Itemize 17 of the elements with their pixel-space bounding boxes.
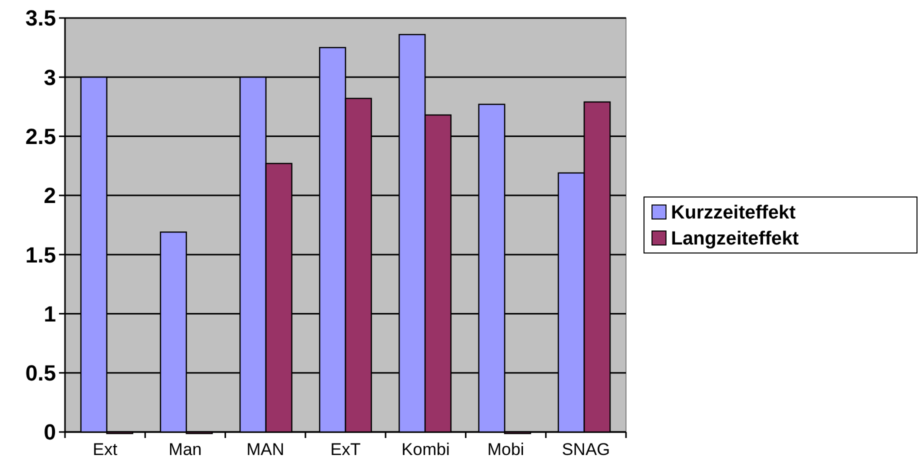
x-tick-label: Ext [92,440,118,459]
x-tick-label: Man [168,440,202,459]
y-tick-label: 3 [44,64,56,90]
x-tick-label: ExT [330,440,361,459]
y-tick-label: 0.5 [25,360,56,386]
y-tick-label: 2 [44,183,56,208]
legend-label: Langzeiteffekt [671,228,800,250]
x-tick-label: Mobi [487,440,524,459]
legend-label: Kurzzeiteffekt [671,202,796,224]
y-tick-label: 1 [44,301,56,326]
y-tick-label: 0 [44,420,56,445]
y-tick-label: 1.5 [25,242,56,268]
y-tick-label: 3.5 [25,6,56,31]
x-tick-label: SNAG [562,440,610,459]
y-tick-label: 2.5 [25,124,56,149]
x-tick-label: MAN [246,440,284,459]
x-tick-label: Kombi [402,440,450,459]
